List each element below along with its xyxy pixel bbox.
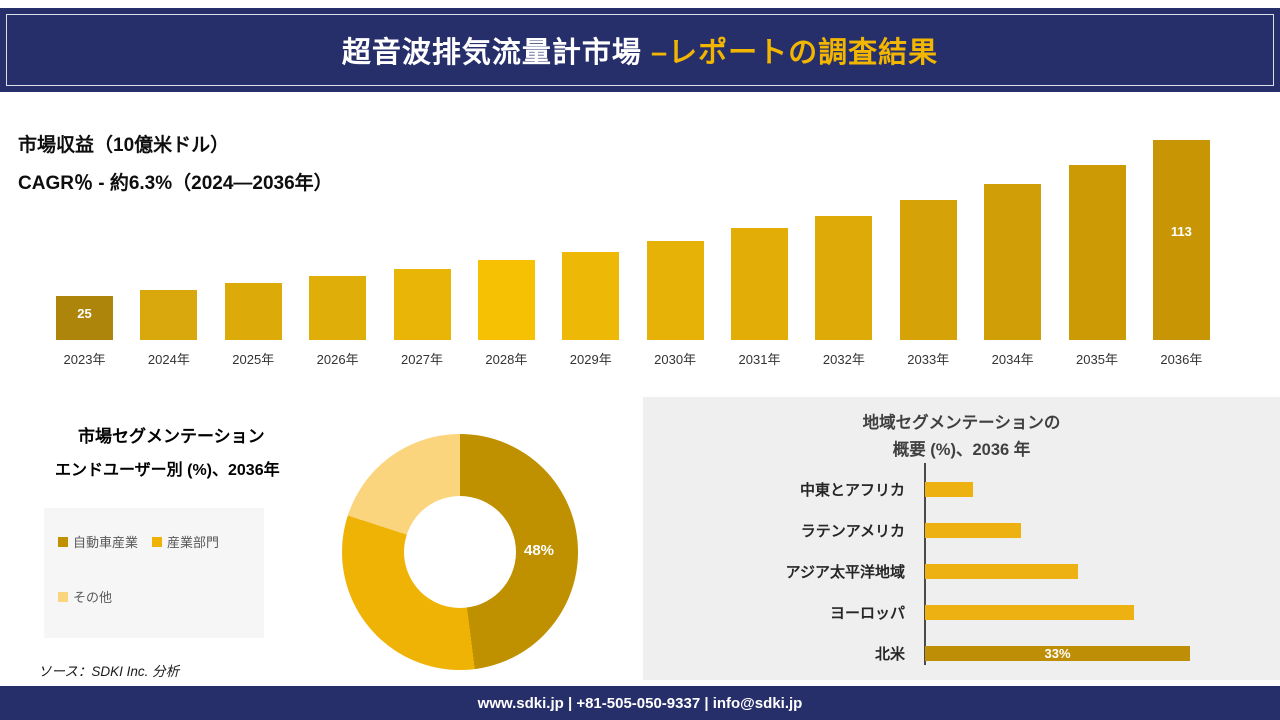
revenue-bar [731,228,788,340]
revenue-bar [224,283,282,340]
bar-year-label: 2027年 [401,352,443,367]
revenue-bar: 113 [1152,140,1210,340]
footer-contact-text: www.sdki.jp | +81-505-050-9337 | info@sd… [477,694,803,712]
donut-chart: 48% [342,434,578,670]
bar-column: 113 2036年 [1152,140,1210,367]
bar-year-label: 2025年 [232,352,275,367]
bar-column: 2032年 [815,140,873,367]
legend-swatch-icon [58,591,68,602]
revenue-bar [562,252,620,340]
segmentation-subtitle: エンドユーザー別 (%)、2036年 [55,462,280,479]
bar-column: 2026年 [309,140,367,367]
revenue-bar [140,290,198,340]
legend-label: 産業部門 [167,535,220,550]
bar-year-label: 2032年 [822,352,865,367]
bar-year-label: 2029年 [569,352,612,367]
revenue-bar [984,184,1042,340]
legend-label: 自動車産業 [73,535,139,550]
revenue-chart-cagr: CAGR％ - 約6.3%（2024―2036年） [18,173,333,194]
page-title: 超音波排気流量計市場 –レポートの調査結果 [342,29,938,71]
pie-legend: 自動車産業 産業部門その他 [44,508,264,638]
bar-column: 2025年 [224,140,282,367]
bar-year-label: 2036年 [1160,352,1203,367]
bar-year-label: 2026年 [316,352,359,367]
bar-year-label: 2023年 [63,352,106,367]
region-title-line2: 概要 (%)、2036 年 [892,441,1031,459]
region-bar: 33% [925,646,1190,661]
region-bar [925,523,1021,538]
bar-column: 25 2023年 [56,140,113,367]
bar-value-label: 113 [1170,224,1192,239]
region-bar [925,482,973,497]
revenue-bar [1068,165,1126,340]
bar-year-label: 2033年 [907,352,950,367]
bar-year-label: 2024年 [147,352,190,367]
region-title-line1: 地域セグメンテーションの [862,414,1061,432]
legend-item: その他 [58,587,112,606]
bar-column: 2028年 [477,140,535,367]
revenue-bar [393,269,451,340]
region-label: アジア太平洋地域 [785,564,905,581]
region-label: 中東とアフリカ [799,482,905,499]
region-row: 北米 33% [643,633,1280,674]
region-row: アジア太平洋地域 [643,551,1280,592]
region-bar [925,605,1134,620]
header-banner: 超音波排気流量計市場 –レポートの調査結果 [0,8,1280,92]
page-title-main: 超音波排気流量計市場 [341,37,651,69]
bar-year-label: 2028年 [485,352,528,367]
revenue-bar [646,241,704,340]
bar-year-label: 2030年 [654,352,697,367]
header-border-frame: 超音波排気流量計市場 –レポートの調査結果 [6,14,1274,86]
donut-value-label: 48% [524,542,555,559]
source-note: ソース：SDKI Inc. 分析 [38,664,180,679]
bar-column: 2034年 [984,140,1042,367]
legend-label: その他 [73,590,113,605]
bar-column: 2031年 [731,140,788,367]
revenue-bar [477,260,535,340]
revenue-bar: 25 [56,296,113,340]
revenue-chart-title: 市場収益（10億米ドル） [18,135,230,156]
bar-column: 2035年 [1068,140,1126,367]
legend-swatch-icon [58,536,68,547]
legend-item: 自動車産業 [58,532,138,551]
region-row: ヨーロッパ [643,592,1280,633]
region-label: ヨーロッパ [829,605,905,622]
page-title-accent: –レポートの調査結果 [650,37,939,69]
revenue-bar [309,276,367,340]
segmentation-title: 市場セグメンテーション [78,427,265,446]
bar-year-label: 2031年 [738,352,781,367]
region-row: ラテンアメリカ [643,510,1280,551]
bar-column: 2030年 [646,140,704,367]
bar-value-label: 25 [77,306,92,321]
bar-year-label: 2034年 [991,352,1034,367]
revenue-bar [899,200,957,340]
footer-bar: www.sdki.jp | +81-505-050-9337 | info@sd… [0,686,1280,720]
region-bar [925,564,1078,579]
bar-column: 2029年 [562,140,620,367]
region-bar-value-label: 33% [1044,646,1071,661]
bar-year-label: 2035年 [1076,352,1118,367]
legend-swatch-icon [152,536,163,547]
region-label: ラテンアメリカ [800,523,905,540]
bar-column: 2027年 [393,140,451,367]
bar-column: 2024年 [140,140,198,367]
region-panel: 地域セグメンテーションの 概要 (%)、2036 年 中東とアフリカ ラテンアメリ… [643,397,1280,680]
region-row: 中東とアフリカ [643,469,1280,510]
legend-item: 産業部門 [152,532,219,551]
revenue-bars: 25 2023年 2024年 2025年 2026年 2027年 2028年 2029年 203… [56,140,1210,367]
bar-column: 2033年 [899,140,957,367]
region-rows: 中東とアフリカ ラテンアメリカアジア太平洋地域ヨーロッパ北米 33% [643,469,1280,674]
revenue-bar [815,216,873,340]
region-label: 北米 [874,646,905,663]
